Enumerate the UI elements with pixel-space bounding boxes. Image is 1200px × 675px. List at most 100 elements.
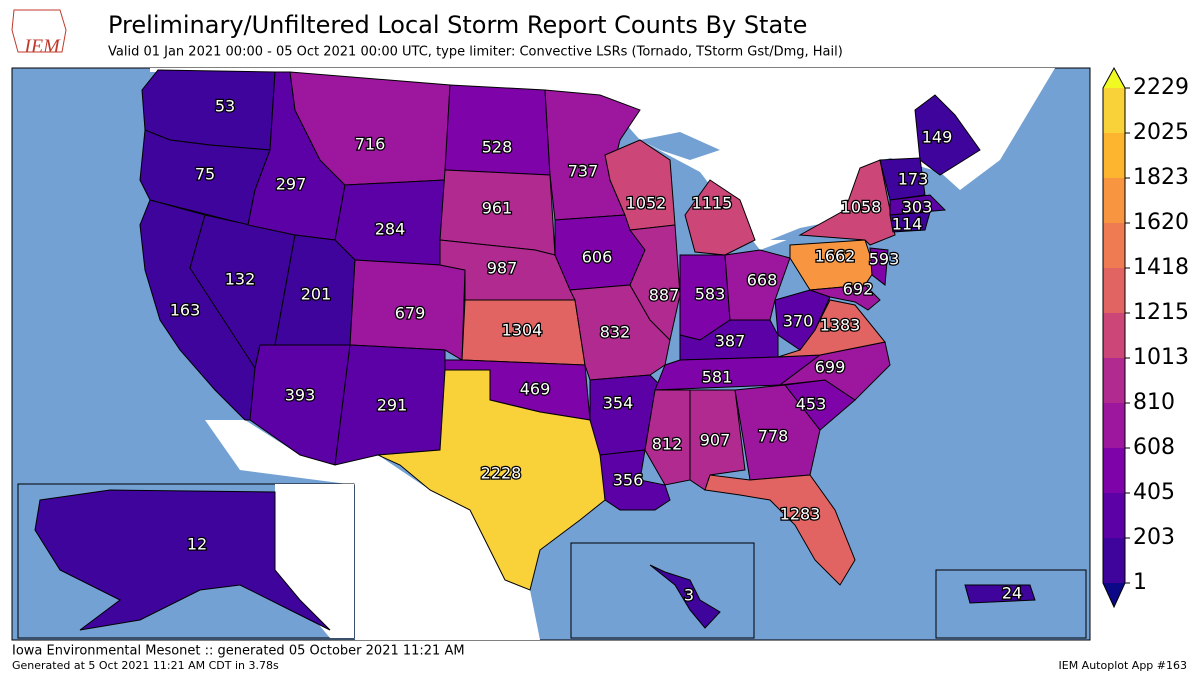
- state-value: 606: [582, 248, 613, 267]
- state-value: 3: [684, 586, 694, 605]
- state-value: 961: [482, 199, 513, 218]
- state-value: 387: [715, 332, 746, 351]
- state-value: 453: [796, 395, 827, 414]
- state: [376, 369, 606, 591]
- state-value: 1283: [780, 505, 821, 524]
- state-value: 149: [922, 128, 953, 147]
- state-value: 1058: [841, 198, 882, 217]
- state-value: 53: [215, 97, 235, 116]
- state: [734, 384, 821, 481]
- state-value: 679: [395, 304, 426, 323]
- subtitle: Valid 01 Jan 2021 00:00 - 05 Oct 2021 00…: [108, 45, 843, 60]
- state-value: 778: [758, 427, 789, 446]
- state-value: 284: [375, 220, 406, 239]
- colorbar-tick-label: 203: [1133, 525, 1175, 550]
- state-value: 907: [700, 431, 731, 450]
- inset-states: [34, 489, 1036, 631]
- state-value: 668: [747, 271, 778, 290]
- colorbar-tick-label: 810: [1133, 390, 1175, 415]
- state-value: 370: [783, 312, 814, 331]
- state-value: 581: [702, 368, 733, 387]
- state-value: 356: [613, 471, 644, 490]
- colorbar-tick-label: 1215: [1133, 300, 1189, 325]
- colorbar-bin: [1103, 133, 1125, 178]
- logo: IEM: [23, 36, 61, 58]
- state: [34, 489, 331, 631]
- state-value: 583: [695, 285, 726, 304]
- colorbar-tick-label: 405: [1133, 480, 1175, 505]
- state-value: 114: [892, 215, 923, 234]
- colorbar-tick-label: 1: [1133, 570, 1147, 595]
- colorbar-bin: [1103, 493, 1125, 538]
- colorbar-bin: [1103, 403, 1125, 448]
- state-value: 716: [355, 135, 386, 154]
- state: [869, 247, 889, 286]
- hawaii-inset: [570, 542, 755, 639]
- state-value: 1662: [815, 247, 856, 266]
- state-value: 1304: [502, 321, 543, 340]
- state-value: 469: [520, 380, 551, 399]
- state: [889, 194, 947, 216]
- mexico: [205, 420, 540, 640]
- colorbar-tick-label: 2025: [1133, 120, 1189, 145]
- colorbar-tick-label: 1013: [1133, 345, 1189, 370]
- colorbar-tick-label: 608: [1133, 435, 1175, 460]
- state: [889, 211, 931, 233]
- state-value: 832: [600, 323, 631, 342]
- states: [139, 69, 981, 591]
- colorbar-tick-label: 2229: [1133, 75, 1189, 100]
- pr-inset: [935, 569, 1087, 639]
- state: [964, 584, 1036, 604]
- colorbar-bin: [1103, 88, 1125, 133]
- colorbar-bin: [1103, 178, 1125, 223]
- colorbar-tick-label: 1823: [1133, 165, 1189, 190]
- state-value: 1383: [820, 316, 861, 335]
- state-value: 812: [652, 435, 683, 454]
- state-value: 2228: [481, 464, 522, 483]
- state-value: 354: [603, 394, 634, 413]
- colorbar-bin: [1103, 448, 1125, 493]
- state-value: 1052: [626, 194, 667, 213]
- colorbar-bin: [1103, 358, 1125, 403]
- state-value: 528: [482, 138, 513, 157]
- state-value: 75: [195, 165, 215, 184]
- state: [879, 157, 926, 201]
- state-value: 887: [649, 286, 680, 305]
- footer-generated: Generated at 5 Oct 2021 11:21 AM CDT in …: [12, 659, 279, 672]
- state: [809, 284, 881, 311]
- state-value: 201: [301, 285, 332, 304]
- footer-left: Iowa Environmental Mesonet :: generated …: [12, 644, 465, 659]
- state-value: 303: [902, 198, 933, 217]
- footer-app: IEM Autoplot App #163: [1059, 659, 1188, 672]
- lake: [640, 132, 720, 160]
- colorbar-bin: [1103, 313, 1125, 358]
- title: Preliminary/Unfiltered Local Storm Repor…: [108, 11, 807, 39]
- state: [629, 224, 681, 341]
- state-value: 1115: [692, 194, 733, 213]
- state: [649, 564, 721, 629]
- canada-inset: [275, 484, 354, 638]
- colorbar-tick-label: 1418: [1133, 255, 1189, 280]
- colorbar-bin: [1103, 223, 1125, 268]
- state: [684, 179, 756, 256]
- state: [599, 449, 671, 511]
- state-value: 593: [869, 250, 900, 269]
- colorbar: 1 203 405 608 810 1013 1215 1418 1620 1823 2025 222…: [1102, 66, 1189, 609]
- state-value: 132: [225, 270, 256, 289]
- state: [444, 84, 551, 176]
- state-value: 393: [285, 386, 316, 405]
- state-value: 163: [170, 301, 201, 320]
- colorbar-over: [1103, 68, 1125, 88]
- colorbar-bin: [1103, 268, 1125, 313]
- state-value: 987: [487, 259, 518, 278]
- state-value: 692: [843, 280, 874, 299]
- state-value: 699: [815, 358, 846, 377]
- logo-outline: [11, 9, 67, 53]
- labels: 53 75 163 132 297 716 284 201 679 393 291 528 961 987…: [168, 95, 1023, 606]
- state-value: 24: [1002, 584, 1022, 603]
- canada: [150, 68, 1055, 250]
- state: [704, 474, 856, 586]
- state-value: 12: [187, 535, 207, 554]
- state-value: 173: [898, 170, 929, 189]
